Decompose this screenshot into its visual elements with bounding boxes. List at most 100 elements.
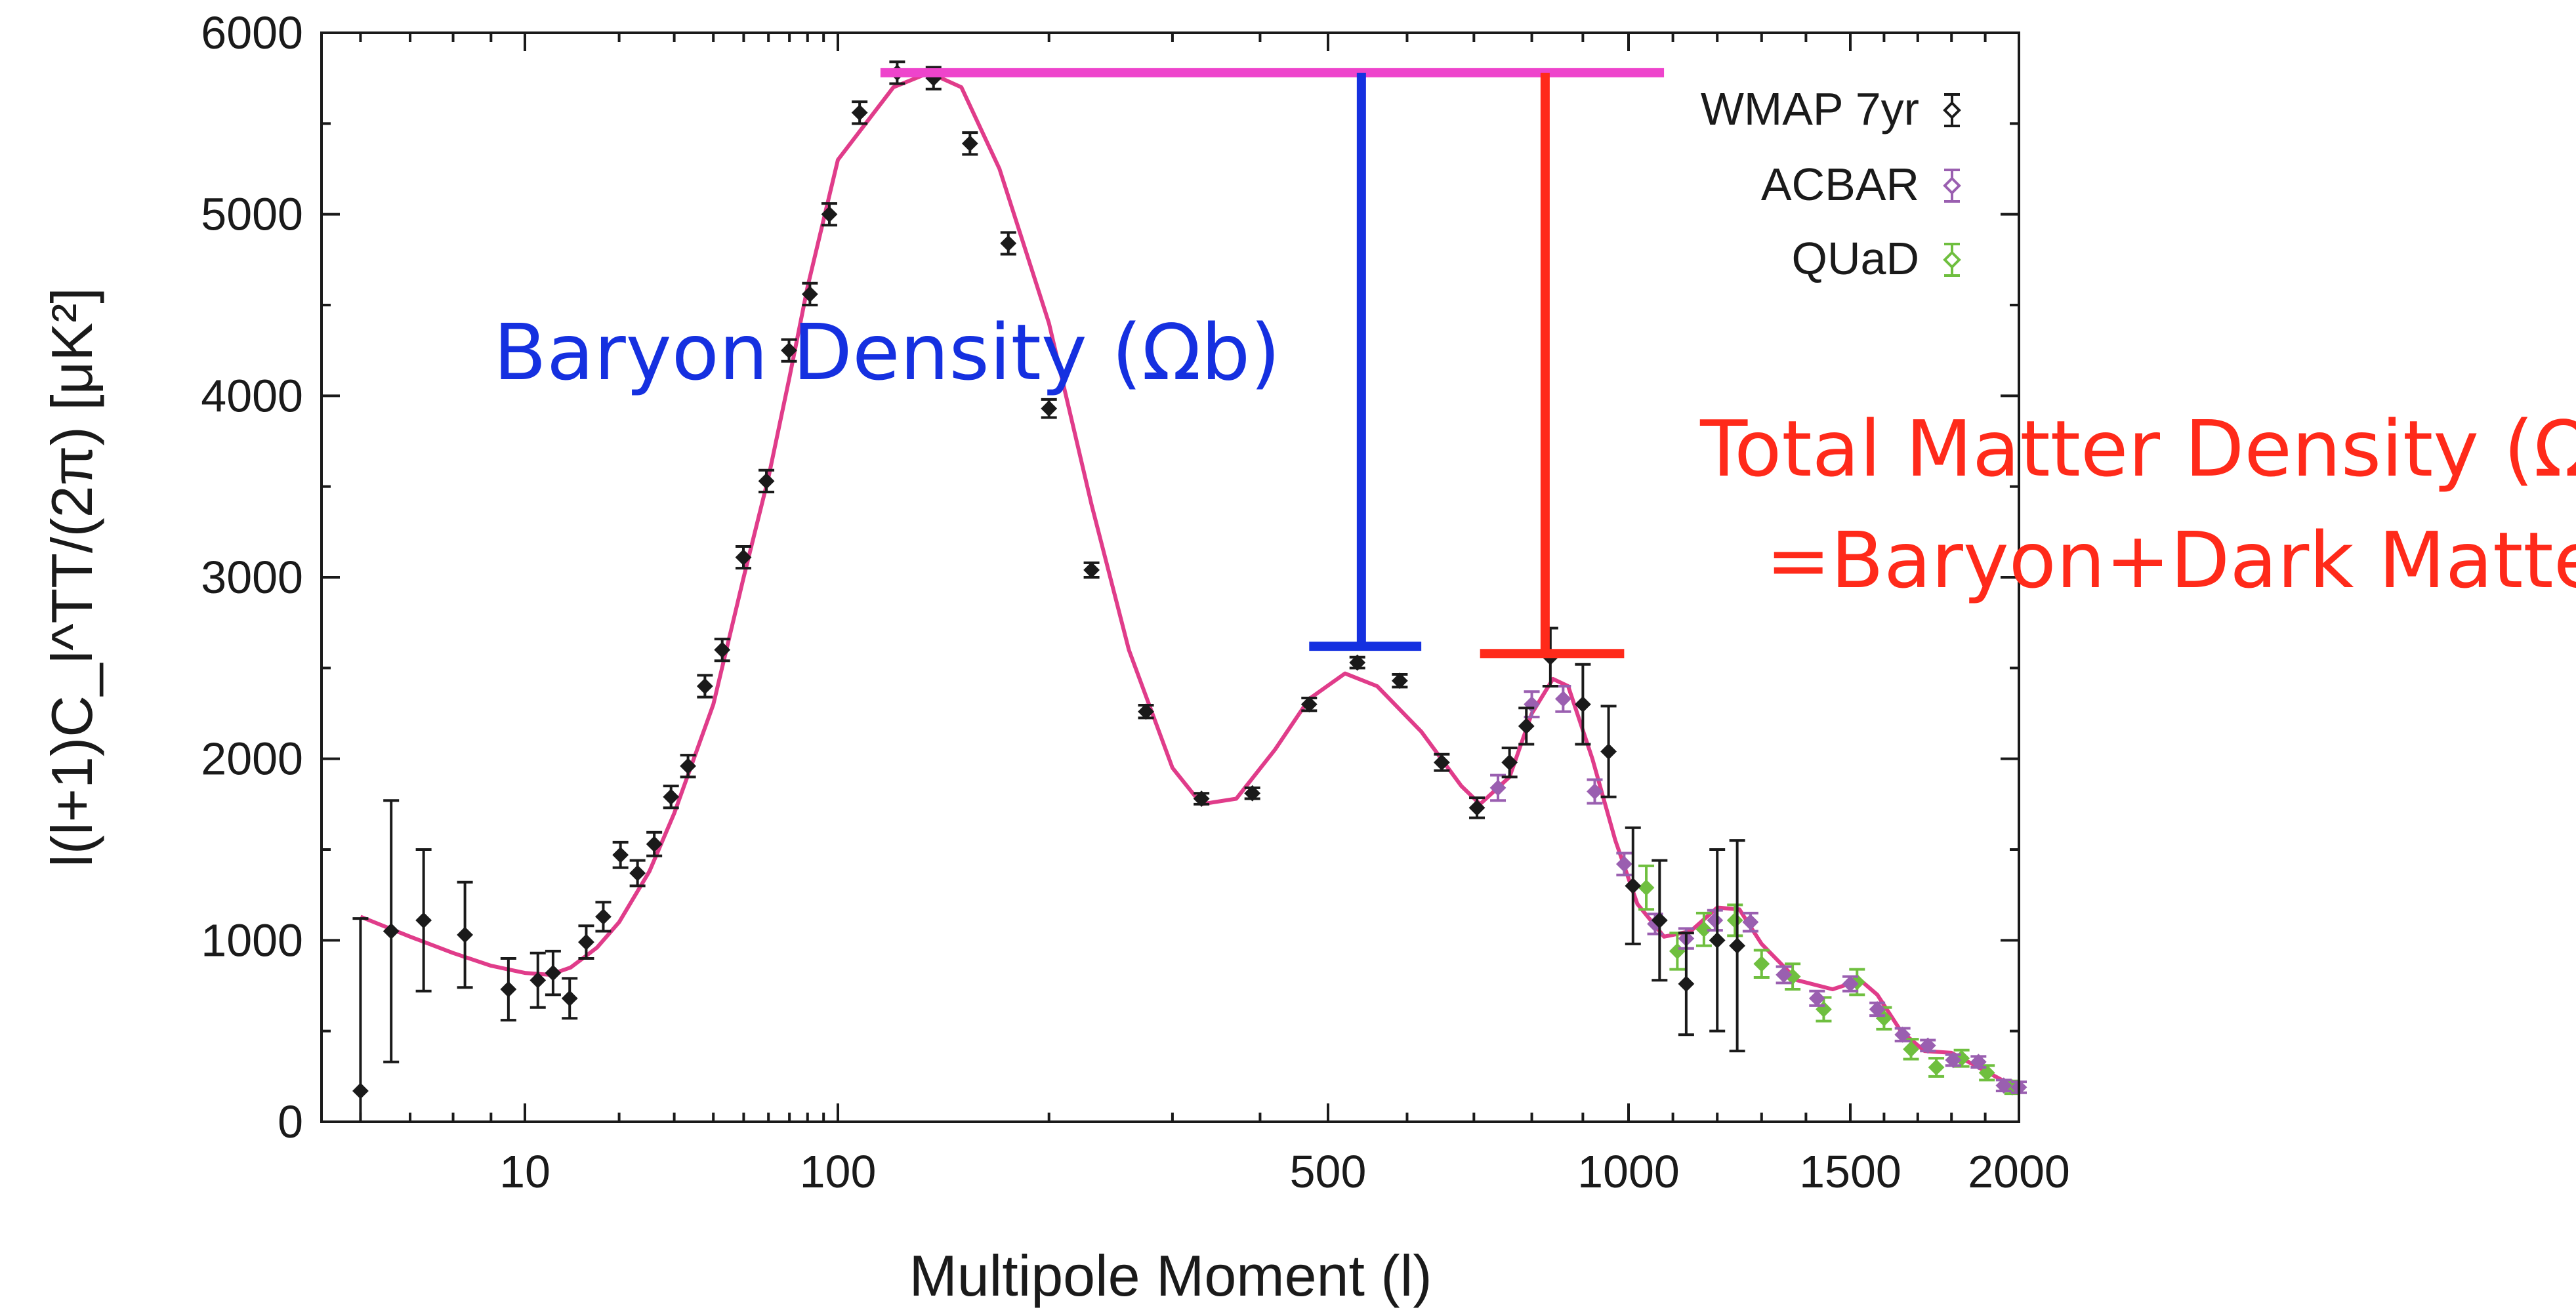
y-axis-title: l(l+1)C_l^TT/(2π) [μK²] (39, 287, 104, 867)
point-marker (1669, 943, 1686, 960)
point-marker (1894, 1026, 1911, 1043)
point-marker (1554, 690, 1571, 707)
point-marker (801, 285, 818, 302)
diamond-marker (1695, 921, 1713, 938)
wmap-point (1729, 839, 1746, 1053)
diamond-marker (1776, 966, 1793, 983)
diamond-marker (595, 908, 612, 925)
wmap-point (663, 785, 680, 810)
diamond-marker (696, 678, 713, 695)
point-marker (457, 926, 474, 943)
x-axis-title: Multipole Moment (l) (909, 1243, 1432, 1308)
acbar-point (1587, 778, 1603, 805)
point-marker (629, 865, 646, 882)
wmap-point (595, 901, 612, 933)
point-marker (1349, 654, 1366, 671)
wmap-point (1391, 672, 1408, 689)
diamond-marker (714, 642, 731, 659)
annotation-layer (880, 68, 1665, 659)
point-marker (1903, 1040, 1919, 1057)
point-marker (1468, 799, 1485, 816)
point-marker (1709, 932, 1726, 949)
point-marker (735, 549, 752, 565)
diamond-marker (1928, 1059, 1945, 1076)
acbar-point (1489, 773, 1506, 802)
diamond-marker (1244, 785, 1261, 802)
wmap-point (530, 951, 547, 1009)
diamond-marker (646, 836, 663, 853)
diamond-marker (1726, 912, 1743, 929)
x-tick-label: 1500 (1799, 1146, 1901, 1197)
legend-diamond (1943, 176, 1961, 195)
x-tick-label: 100 (800, 1146, 877, 1197)
data-points-layer (352, 60, 2027, 1123)
wmap-point (714, 638, 731, 663)
legend-label-acbar: ACBAR (1761, 159, 1919, 210)
diamond-marker (1995, 1077, 2012, 1094)
wmap-point (1083, 561, 1100, 579)
point-marker (1574, 696, 1591, 713)
wmap-point (1138, 703, 1154, 720)
wmap-point (1518, 707, 1535, 746)
point-marker (595, 908, 612, 925)
diamond-marker (1869, 1001, 1886, 1017)
wmap-point (1433, 752, 1450, 772)
diamond-marker (415, 912, 432, 929)
point-marker (1433, 754, 1450, 771)
diamond-marker (1554, 690, 1571, 707)
plot-frame (320, 31, 2020, 1123)
acbar-point (1919, 1037, 1936, 1054)
point-marker (1600, 743, 1617, 760)
point-marker (1869, 1001, 1886, 1017)
point-marker (1753, 955, 1770, 972)
diamond-marker (1000, 235, 1017, 252)
diamond-marker (1978, 1064, 1995, 1081)
diamond-marker (1729, 937, 1746, 955)
wmap-point (1600, 705, 1617, 798)
wmap-point (457, 880, 474, 989)
point-marker (821, 206, 838, 223)
y-tick-label: 1000 (201, 914, 303, 966)
diamond-marker (1615, 855, 1632, 873)
diamond-marker (1391, 672, 1408, 689)
diamond-marker (1587, 783, 1603, 800)
diamond-marker (1669, 943, 1686, 960)
y-tick-label: 2000 (201, 733, 303, 785)
quad-point (1978, 1064, 1995, 1082)
diamond-marker (1433, 754, 1450, 771)
point-marker (1524, 696, 1540, 713)
point-marker (1083, 562, 1100, 579)
acbar-point (1742, 911, 1759, 933)
point-marker (612, 846, 629, 863)
point-marker (578, 934, 594, 951)
point-marker (1842, 975, 1859, 993)
dark-matter-label: =Baryon+Dark Matter (1766, 515, 2576, 606)
point-marker (1978, 1064, 1995, 1081)
legend-diamond (1943, 251, 1961, 269)
diamond-marker (1489, 779, 1506, 796)
point-marker (781, 342, 797, 359)
point-marker (1945, 1052, 1962, 1069)
diamond-marker (851, 104, 868, 121)
wmap-point (646, 831, 663, 857)
point-marker (646, 836, 663, 853)
acbar-point (1869, 1001, 1886, 1017)
point-marker (696, 678, 713, 695)
diamond-marker (821, 206, 838, 223)
wmap-point (545, 949, 562, 996)
point-marker (1995, 1077, 2012, 1094)
point-marker (1651, 912, 1668, 929)
diamond-marker (781, 342, 797, 359)
legend-diamond (1943, 101, 1961, 119)
wmap-point (758, 468, 775, 493)
wmap-point (1709, 848, 1726, 1033)
diamond-marker (1894, 1026, 1911, 1043)
diamond-marker (1083, 562, 1100, 579)
x-tick-label: 1000 (1577, 1146, 1680, 1197)
point-marker (758, 472, 775, 489)
wmap-point (1041, 398, 1058, 419)
point-marker (1300, 696, 1318, 713)
wmap-point (1468, 796, 1485, 819)
wmap-point (801, 281, 818, 306)
